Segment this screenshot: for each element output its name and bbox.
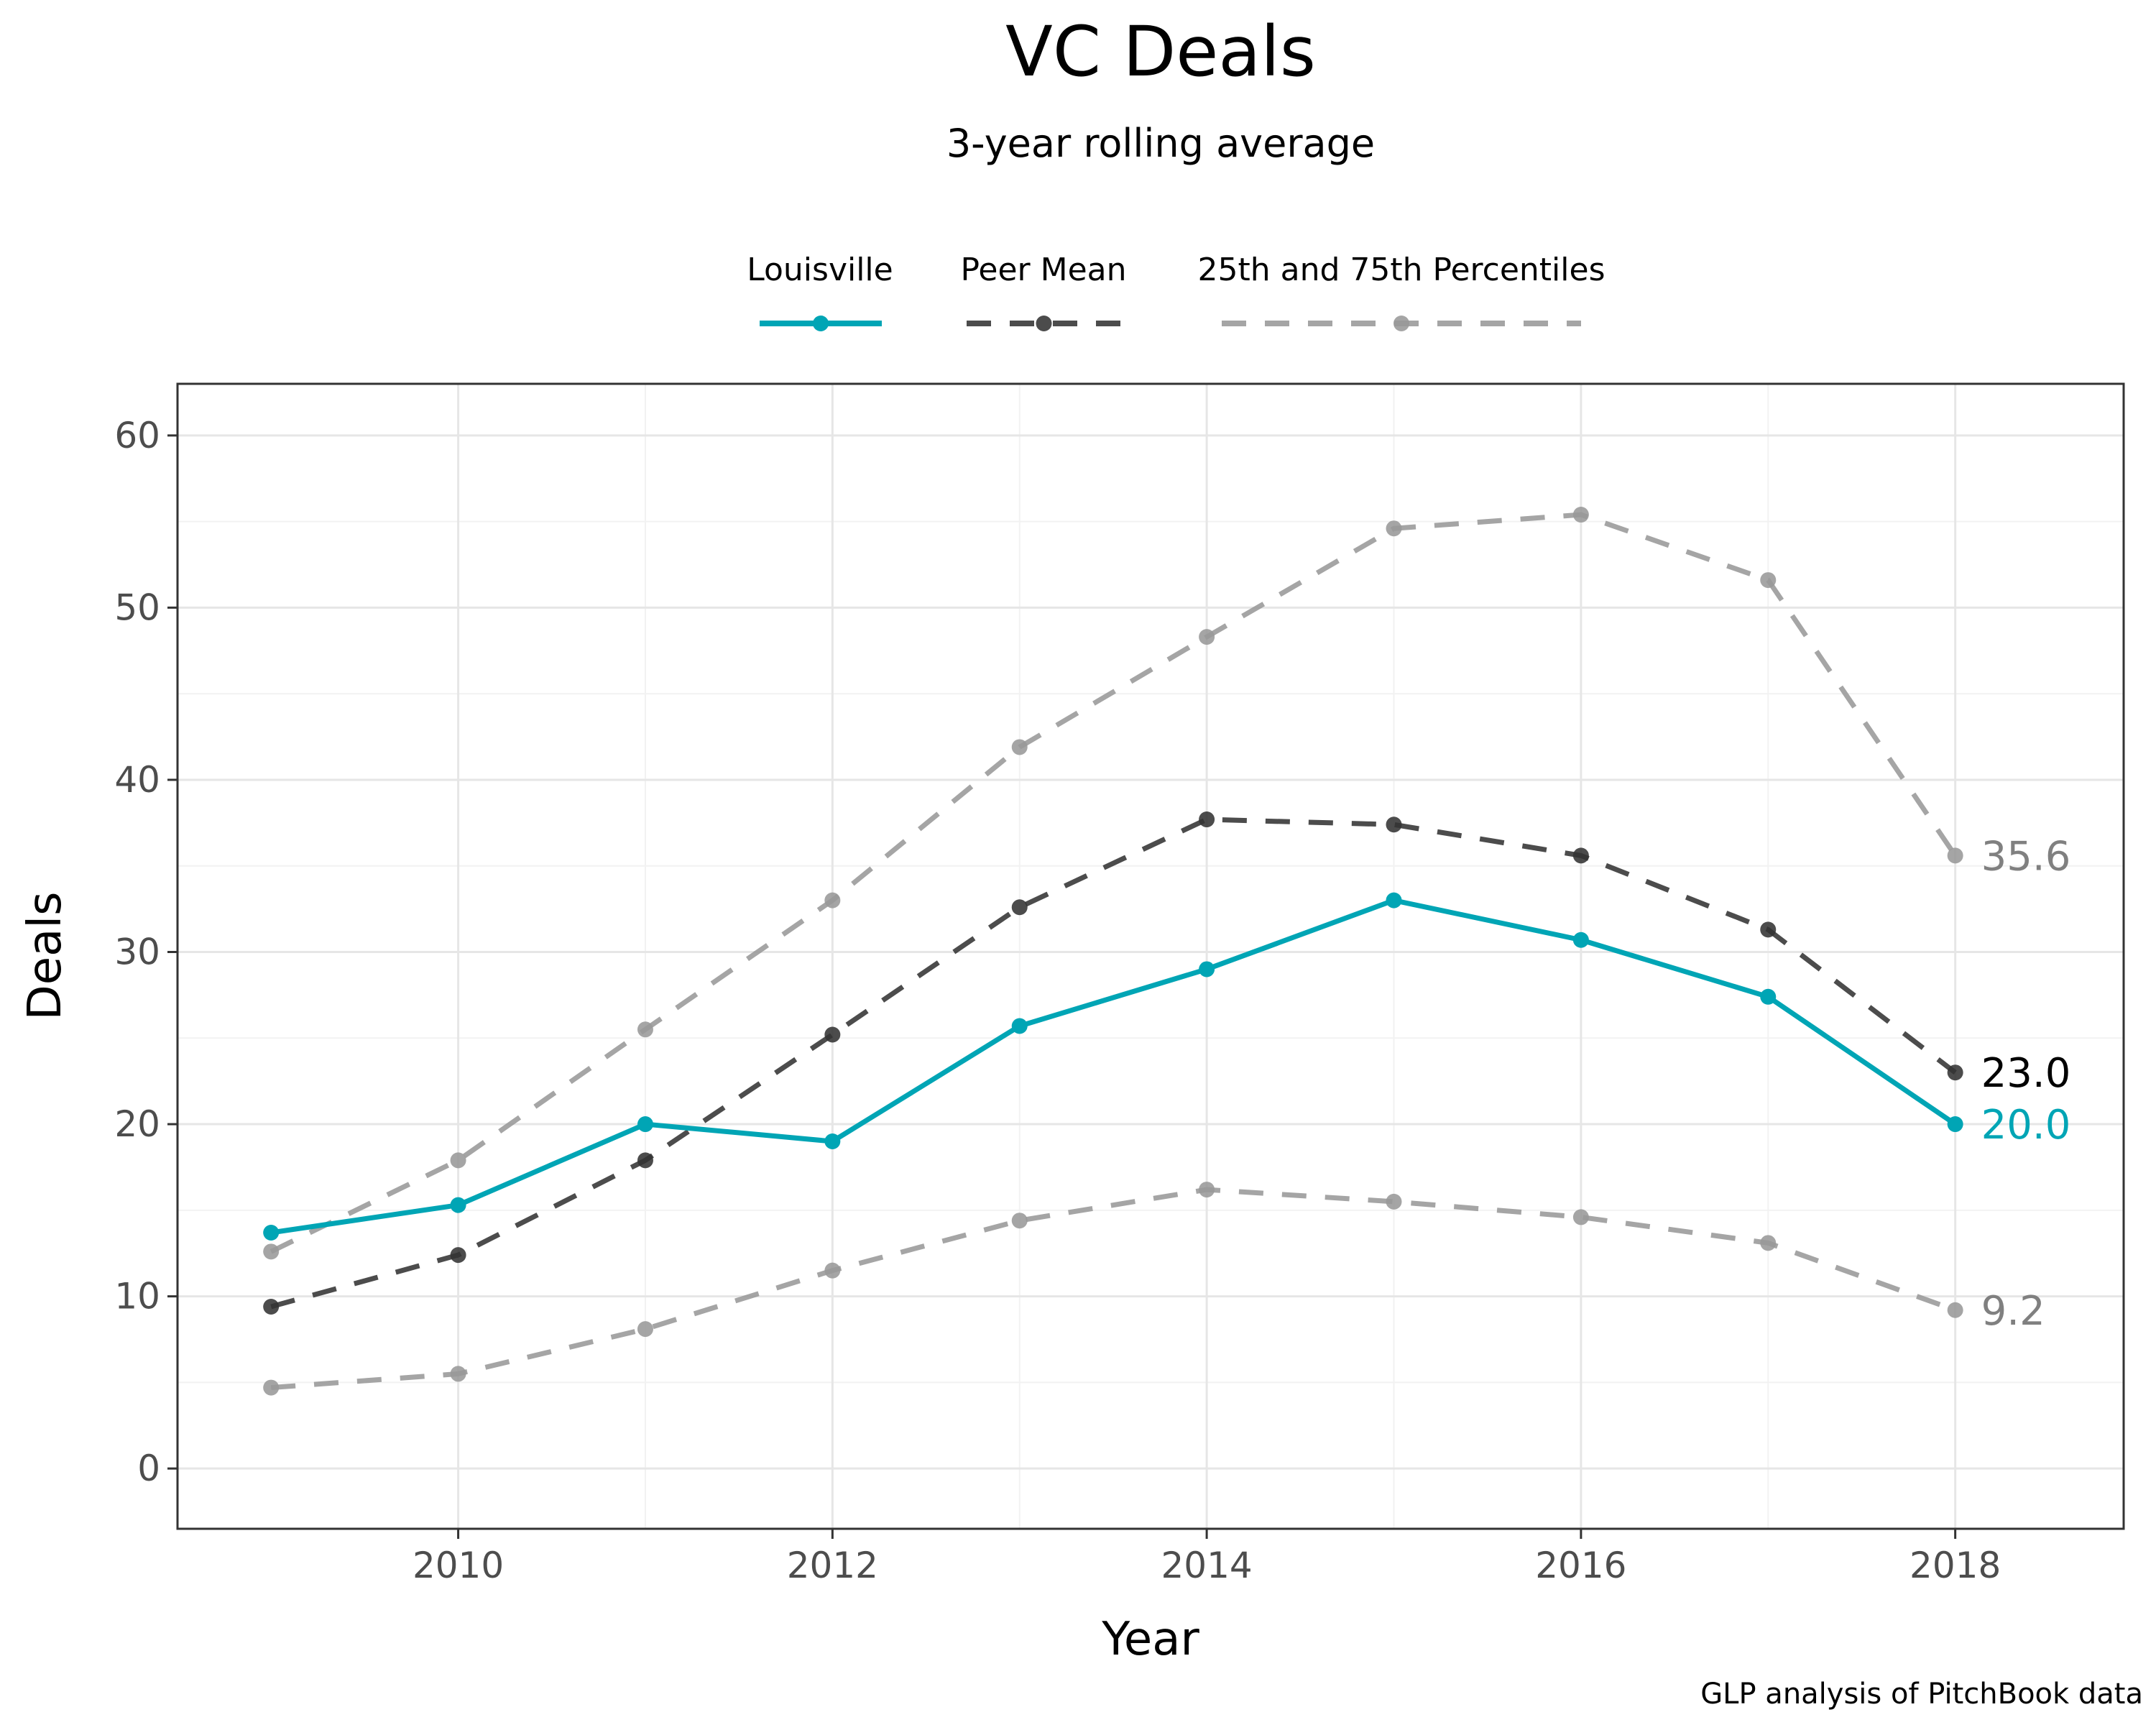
end-label-peer_mean: 23.0 (1981, 1050, 2071, 1097)
y-tick-label: 40 (114, 759, 160, 801)
data-point-peer_mean (1760, 921, 1777, 938)
data-point-louisville (637, 1116, 653, 1133)
data-point-peer_mean (450, 1247, 466, 1264)
data-point-p75 (1011, 739, 1028, 755)
data-point-louisville (1760, 988, 1777, 1005)
data-point-p25 (1011, 1213, 1028, 1229)
data-point-p25 (450, 1366, 466, 1382)
data-point-peer_mean (637, 1152, 653, 1169)
data-point-peer_mean (1947, 1064, 1963, 1081)
data-point-p75 (1199, 629, 1215, 645)
data-point-peer_mean (1199, 811, 1215, 828)
chart-title: VC Deals (1005, 12, 1316, 92)
data-point-louisville (1011, 1018, 1028, 1034)
y-tick-label: 30 (114, 932, 160, 973)
legend-label: Peer Mean (960, 252, 1126, 288)
y-axis-title: Deals (19, 892, 72, 1021)
x-tick-label: 2010 (413, 1545, 504, 1586)
end-label-p25: 9.2 (1981, 1288, 2045, 1335)
legend-key-point (813, 316, 829, 331)
data-point-p25 (1199, 1182, 1215, 1198)
legend-label: 25th and 75th Percentiles (1198, 252, 1606, 288)
data-point-peer_mean (1011, 899, 1028, 916)
data-point-louisville (1572, 932, 1589, 948)
data-point-p25 (1386, 1193, 1402, 1210)
data-point-louisville (1199, 961, 1215, 978)
data-point-p25 (1572, 1209, 1589, 1225)
series-peer_mean (263, 811, 1963, 1315)
plot-panel-border (176, 382, 2125, 1530)
data-point-p25 (824, 1262, 841, 1279)
data-point-p75 (450, 1152, 466, 1169)
gridlines (178, 384, 2124, 1529)
legend: Louisville Peer Mean 25th and 75th Percent… (747, 252, 1606, 331)
y-tick-label: 20 (114, 1103, 160, 1145)
y-axis: 0 10 20 30 40 50 60 (114, 415, 178, 1489)
y-tick-label: 60 (114, 415, 160, 456)
x-axis: 2010 2012 2014 2016 2018 (413, 1529, 2001, 1586)
data-point-louisville (824, 1133, 841, 1150)
data-point-p25 (1947, 1302, 1963, 1318)
series-line-p25 (270, 1187, 1956, 1391)
legend-label: Louisville (747, 252, 893, 288)
series-line-p75 (270, 512, 1958, 1254)
y-tick-label: 0 (137, 1448, 160, 1489)
legend-item-percentiles: 25th and 75th Percentiles (1198, 252, 1606, 331)
chart-subtitle: 3-year rolling average (946, 121, 1375, 166)
caption: GLP analysis of PitchBook data (1700, 1678, 2143, 1711)
legend-key-point (1036, 316, 1052, 331)
x-tick-label: 2014 (1161, 1545, 1252, 1586)
data-point-p25 (263, 1379, 280, 1396)
data-point-peer_mean (1572, 847, 1589, 864)
data-point-peer_mean (824, 1026, 841, 1043)
data-point-p75 (263, 1243, 280, 1260)
series-p25 (263, 1182, 1963, 1396)
data-point-p75 (1572, 507, 1589, 523)
data-point-p75 (1760, 572, 1777, 589)
series-line-peer_mean (270, 816, 1957, 1310)
data-point-p25 (637, 1321, 653, 1338)
data-point-p75 (824, 892, 841, 908)
data-point-p75 (637, 1021, 653, 1038)
series-louisville (263, 892, 1963, 1241)
data-point-peer_mean (263, 1298, 280, 1315)
legend-key-point (1393, 316, 1409, 331)
x-tick-label: 2018 (1909, 1545, 2001, 1586)
data-point-peer_mean (1386, 816, 1402, 833)
series-p75 (263, 507, 1963, 1260)
series-layer (263, 507, 1963, 1396)
data-point-p75 (1386, 520, 1402, 537)
data-point-louisville (1386, 892, 1402, 908)
y-tick-label: 50 (114, 586, 160, 628)
data-point-p75 (1947, 847, 1963, 864)
y-tick-label: 10 (114, 1276, 160, 1317)
data-point-louisville (1947, 1116, 1963, 1133)
legend-item-peer_mean: Peer Mean (960, 252, 1127, 331)
data-point-p25 (1760, 1235, 1777, 1251)
end-labels: 35.6 9.2 23.0 20.0 (1981, 833, 2071, 1334)
x-tick-label: 2016 (1535, 1545, 1626, 1586)
x-tick-label: 2012 (787, 1545, 878, 1586)
end-label-p75: 35.6 (1981, 833, 2071, 880)
end-label-louisville: 20.0 (1981, 1102, 2071, 1149)
x-axis-title: Year (1101, 1613, 1199, 1666)
data-point-louisville (450, 1197, 466, 1213)
series-line-louisville (270, 898, 1957, 1236)
data-point-louisville (263, 1224, 280, 1241)
legend-item-louisville: Louisville (747, 252, 893, 331)
